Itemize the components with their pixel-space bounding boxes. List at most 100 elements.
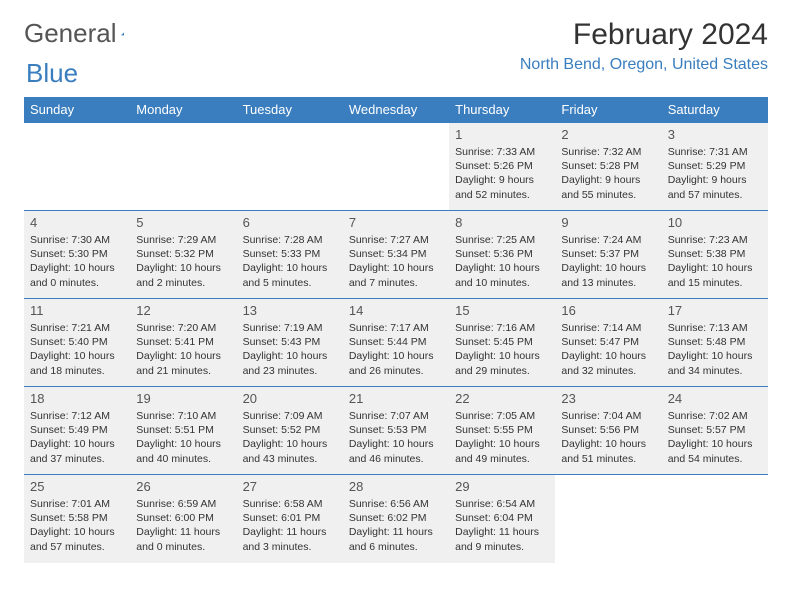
info-line: Daylight: 11 hours [349,525,443,539]
day-info: Sunrise: 7:30 AMSunset: 5:30 PMDaylight:… [30,233,124,290]
day-info: Sunrise: 7:29 AMSunset: 5:32 PMDaylight:… [136,233,230,290]
brand-word-2: Blue [26,58,78,89]
info-line: Daylight: 10 hours [136,261,230,275]
day-number: 1 [455,127,549,142]
info-line: and 57 minutes. [30,540,124,554]
day-number: 7 [349,215,443,230]
info-line: and 29 minutes. [455,364,549,378]
info-line: Sunset: 5:29 PM [668,159,762,173]
info-line: Sunset: 5:40 PM [30,335,124,349]
info-line: Sunrise: 6:59 AM [136,497,230,511]
info-line: and 0 minutes. [30,276,124,290]
dayhead-sun: Sunday [24,97,130,123]
day-info: Sunrise: 7:10 AMSunset: 5:51 PMDaylight:… [136,409,230,466]
title-block: February 2024 North Bend, Oregon, United… [520,18,768,74]
day-number: 4 [30,215,124,230]
info-line: Sunset: 5:57 PM [668,423,762,437]
calendar-cell: 20 Sunrise: 7:09 AMSunset: 5:52 PMDayligh… [237,387,343,475]
day-number: 19 [136,391,230,406]
info-line: Sunrise: 7:23 AM [668,233,762,247]
calendar-cell: 19 Sunrise: 7:10 AMSunset: 5:51 PMDayligh… [130,387,236,475]
info-line: Daylight: 10 hours [561,261,655,275]
day-number: 3 [668,127,762,142]
info-line: Sunrise: 7:20 AM [136,321,230,335]
info-line: and 40 minutes. [136,452,230,466]
info-line: and 26 minutes. [349,364,443,378]
info-line: Sunset: 6:01 PM [243,511,337,525]
day-number: 29 [455,479,549,494]
info-line: Daylight: 10 hours [561,349,655,363]
info-line: Daylight: 10 hours [30,261,124,275]
info-line: Sunrise: 7:14 AM [561,321,655,335]
day-info: Sunrise: 7:09 AMSunset: 5:52 PMDaylight:… [243,409,337,466]
day-number: 2 [561,127,655,142]
day-number: 16 [561,303,655,318]
calendar-cell: 3Sunrise: 7:31 AMSunset: 5:29 PMDaylight… [662,123,768,211]
day-info: Sunrise: 7:19 AMSunset: 5:43 PMDaylight:… [243,321,337,378]
day-number: 13 [243,303,337,318]
info-line: Daylight: 10 hours [668,349,762,363]
day-number: 20 [243,391,337,406]
calendar-cell: 27Sunrise: 6:58 AMSunset: 6:01 PMDayligh… [237,475,343,563]
day-number: 28 [349,479,443,494]
day-info: Sunrise: 6:59 AMSunset: 6:00 PMDaylight:… [136,497,230,554]
info-line: Sunset: 5:34 PM [349,247,443,261]
calendar-cell: 11Sunrise: 7:21 AMSunset: 5:40 PMDayligh… [24,299,130,387]
dayhead-thu: Thursday [449,97,555,123]
day-number: 15 [455,303,549,318]
info-line: and 49 minutes. [455,452,549,466]
info-line: Sunset: 5:48 PM [668,335,762,349]
info-line: Sunset: 5:28 PM [561,159,655,173]
info-line: and 37 minutes. [30,452,124,466]
calendar-table: Sunday Monday Tuesday Wednesday Thursday… [24,97,768,563]
calendar-cell [662,475,768,563]
day-number: 24 [668,391,762,406]
calendar-row: 25Sunrise: 7:01 AMSunset: 5:58 PMDayligh… [24,475,768,563]
info-line: Daylight: 11 hours [136,525,230,539]
info-line: Daylight: 10 hours [243,437,337,451]
info-line: Daylight: 10 hours [30,437,124,451]
day-number: 8 [455,215,549,230]
info-line: Sunset: 5:30 PM [30,247,124,261]
day-info: Sunrise: 7:12 AMSunset: 5:49 PMDaylight:… [30,409,124,466]
info-line: Daylight: 10 hours [243,261,337,275]
day-number: 10 [668,215,762,230]
info-line: Daylight: 10 hours [30,525,124,539]
info-line: Sunset: 6:04 PM [455,511,549,525]
info-line: Daylight: 9 hours [561,173,655,187]
day-number: 27 [243,479,337,494]
info-line: and 51 minutes. [561,452,655,466]
info-line: Daylight: 10 hours [349,349,443,363]
day-number: 23 [561,391,655,406]
calendar-row: 18Sunrise: 7:12 AMSunset: 5:49 PMDayligh… [24,387,768,475]
day-info: Sunrise: 6:56 AMSunset: 6:02 PMDaylight:… [349,497,443,554]
info-line: Sunset: 5:53 PM [349,423,443,437]
calendar-cell: 10Sunrise: 7:23 AMSunset: 5:38 PMDayligh… [662,211,768,299]
info-line: and 52 minutes. [455,188,549,202]
day-info: Sunrise: 7:33 AMSunset: 5:26 PMDaylight:… [455,145,549,202]
day-info: Sunrise: 7:25 AMSunset: 5:36 PMDaylight:… [455,233,549,290]
info-line: and 43 minutes. [243,452,337,466]
info-line: Sunset: 5:47 PM [561,335,655,349]
calendar-cell: 9Sunrise: 7:24 AMSunset: 5:37 PMDaylight… [555,211,661,299]
info-line: and 18 minutes. [30,364,124,378]
info-line: and 3 minutes. [243,540,337,554]
info-line: and 9 minutes. [455,540,549,554]
day-number: 5 [136,215,230,230]
calendar-cell: 12Sunrise: 7:20 AMSunset: 5:41 PMDayligh… [130,299,236,387]
info-line: and 6 minutes. [349,540,443,554]
info-line: Sunrise: 7:29 AM [136,233,230,247]
calendar-row: 11Sunrise: 7:21 AMSunset: 5:40 PMDayligh… [24,299,768,387]
info-line: Sunset: 5:37 PM [561,247,655,261]
month-title: February 2024 [520,18,768,52]
day-info: Sunrise: 7:28 AMSunset: 5:33 PMDaylight:… [243,233,337,290]
info-line: Sunrise: 7:21 AM [30,321,124,335]
info-line: Sunrise: 7:05 AM [455,409,549,423]
brand-logo: General [24,18,145,49]
info-line: Daylight: 10 hours [668,437,762,451]
info-line: Sunrise: 7:09 AM [243,409,337,423]
dayhead-sat: Saturday [662,97,768,123]
calendar-cell: 29Sunrise: 6:54 AMSunset: 6:04 PMDayligh… [449,475,555,563]
calendar-cell [24,123,130,211]
info-line: Sunset: 5:52 PM [243,423,337,437]
